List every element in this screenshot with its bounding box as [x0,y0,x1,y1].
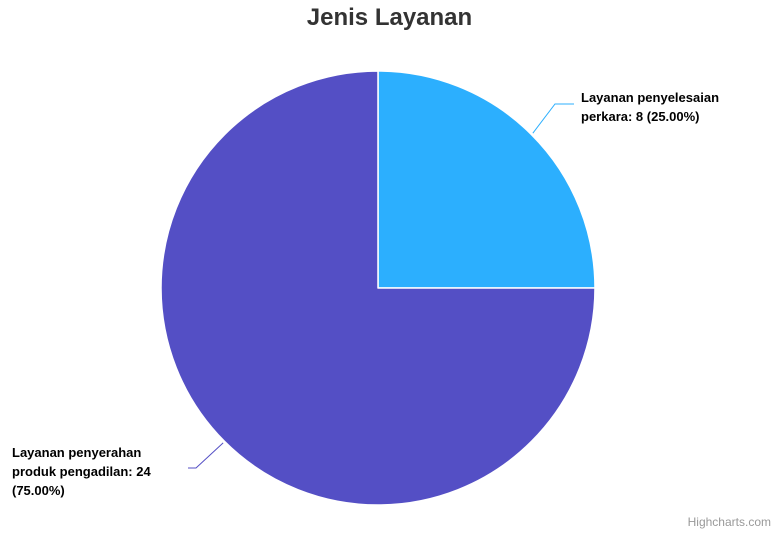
data-label-penyerahan: Layanan penyerahan produk pengadilan: 24… [12,445,151,498]
pie-slice-penyelesaian[interactable] [377,70,596,289]
slices-layer [160,70,596,506]
connector-line-0 [532,103,574,134]
connectors-layer [188,103,574,469]
pie-slice-penyerahan[interactable] [160,70,596,506]
connector-line-1 [188,442,224,469]
chart-title: Jenis Layanan [306,4,473,31]
data-label-penyelesaian: Layanan penyelesaian perkara: 8 (25.00%) [581,90,720,124]
credits-link[interactable]: Highcharts.com [687,515,771,529]
